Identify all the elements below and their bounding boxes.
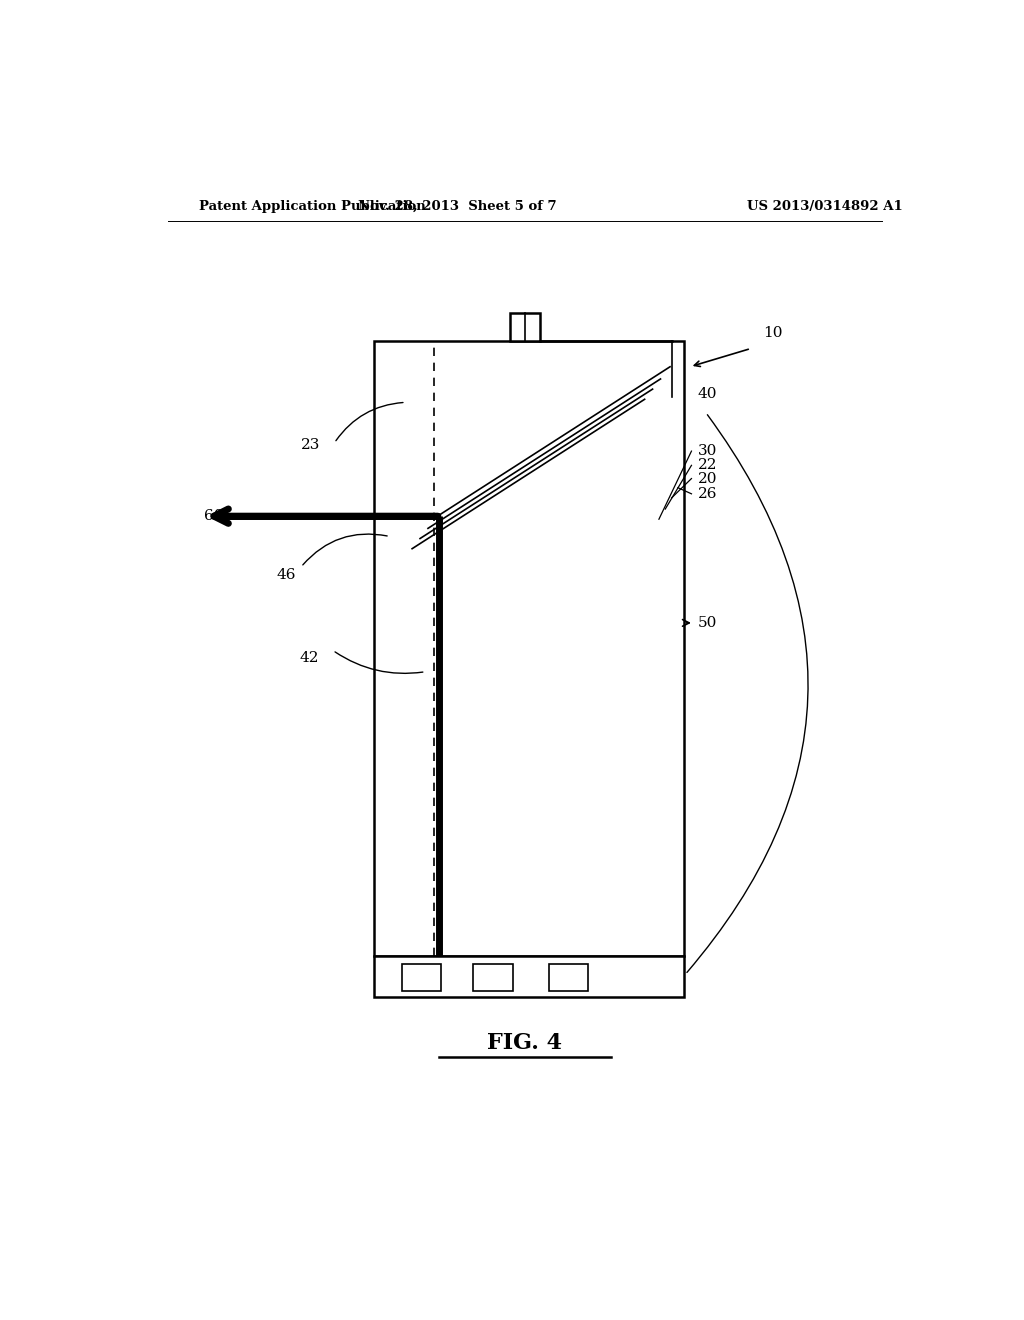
Text: 22: 22 (697, 458, 717, 473)
Text: 46: 46 (276, 568, 297, 582)
Text: Patent Application Publication: Patent Application Publication (200, 199, 426, 213)
Text: 60: 60 (204, 510, 223, 523)
Text: 26: 26 (697, 487, 717, 500)
FancyBboxPatch shape (374, 342, 684, 956)
Text: US 2013/0314892 A1: US 2013/0314892 A1 (748, 199, 903, 213)
Text: 10: 10 (763, 326, 782, 341)
Text: Nov. 28, 2013  Sheet 5 of 7: Nov. 28, 2013 Sheet 5 of 7 (358, 199, 557, 213)
Text: 42: 42 (299, 652, 318, 665)
FancyBboxPatch shape (473, 964, 513, 990)
FancyBboxPatch shape (401, 964, 441, 990)
FancyBboxPatch shape (549, 964, 588, 990)
Text: 30: 30 (697, 444, 717, 458)
FancyBboxPatch shape (374, 956, 684, 997)
Text: 50: 50 (697, 616, 717, 630)
Text: 20: 20 (697, 471, 717, 486)
Text: 23: 23 (301, 438, 321, 451)
FancyBboxPatch shape (510, 313, 540, 342)
Text: FIG. 4: FIG. 4 (487, 1032, 562, 1053)
Text: 40: 40 (697, 387, 717, 401)
